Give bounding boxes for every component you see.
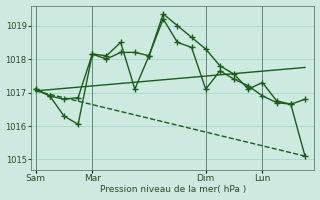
- X-axis label: Pression niveau de la mer( hPa ): Pression niveau de la mer( hPa ): [100, 185, 246, 194]
